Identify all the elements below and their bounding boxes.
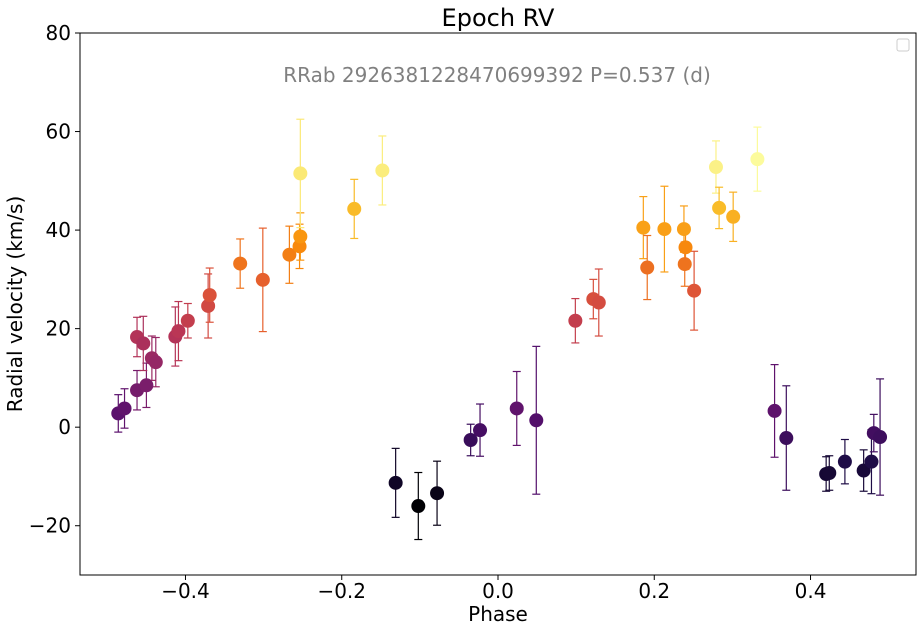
data-point xyxy=(411,499,426,514)
y-axis: −20 0 20 40 60 80 xyxy=(29,21,80,538)
data-point xyxy=(726,209,741,224)
x-tick-label: 0.4 xyxy=(795,579,827,603)
star-annotation: RRab 2926381228470699392 P=0.537 (d) xyxy=(283,63,711,87)
y-tick-label: −20 xyxy=(29,514,71,538)
data-point xyxy=(687,283,702,298)
data-point xyxy=(873,430,888,445)
y-tick-label: 20 xyxy=(46,317,71,341)
data-point xyxy=(293,229,308,244)
data-point xyxy=(282,247,297,262)
y-tick-label: 0 xyxy=(58,415,71,439)
data-point xyxy=(864,454,879,469)
x-tick-label: −0.4 xyxy=(161,579,210,603)
data-point xyxy=(509,401,524,416)
data-point xyxy=(591,295,606,310)
data-point xyxy=(139,378,154,393)
data-point xyxy=(171,324,186,339)
data-point xyxy=(568,313,583,328)
data-point xyxy=(255,272,270,287)
y-tick-label: 60 xyxy=(46,120,71,144)
data-point xyxy=(640,260,655,275)
data-point xyxy=(473,423,488,438)
data-point xyxy=(148,355,163,370)
data-point xyxy=(712,200,727,215)
chart-title: Epoch RV xyxy=(442,4,555,32)
y-tick-label: 80 xyxy=(46,21,71,45)
data-point xyxy=(293,166,308,181)
data-point xyxy=(201,298,216,313)
data-point xyxy=(202,288,217,303)
data-point xyxy=(233,256,248,271)
data-point xyxy=(708,160,723,175)
data-point xyxy=(822,466,837,481)
data-point xyxy=(388,475,403,490)
data-point xyxy=(463,432,478,447)
legend-box xyxy=(896,38,910,52)
data-point xyxy=(636,220,651,235)
data-point xyxy=(117,401,132,416)
x-axis: −0.4 −0.2 0.0 0.2 0.4 xyxy=(161,575,826,603)
data-point xyxy=(676,222,691,237)
x-tick-label: 0.0 xyxy=(482,579,514,603)
data-point xyxy=(180,313,195,328)
data-points xyxy=(111,152,888,514)
data-point xyxy=(347,201,362,216)
data-point xyxy=(529,413,544,428)
x-axis-label: Phase xyxy=(468,602,528,626)
y-tick-label: 40 xyxy=(46,218,71,242)
data-point xyxy=(677,257,692,272)
data-point xyxy=(375,163,390,178)
y-axis-label: Radial velocity (km/s) xyxy=(3,196,27,412)
data-point xyxy=(678,240,693,255)
data-point xyxy=(779,431,794,446)
x-tick-label: 0.2 xyxy=(638,579,670,603)
x-tick-label: −0.2 xyxy=(317,579,366,603)
data-point xyxy=(430,486,445,501)
data-point xyxy=(657,222,672,237)
data-point xyxy=(136,336,151,351)
data-point xyxy=(767,403,782,418)
data-point xyxy=(837,454,852,469)
data-point xyxy=(750,152,765,167)
